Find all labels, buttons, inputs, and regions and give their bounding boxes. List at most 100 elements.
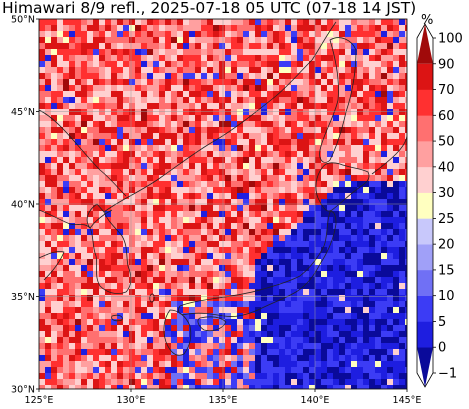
- lat-tick-label: 50°N: [11, 15, 35, 26]
- reflectance-cell: [219, 169, 226, 176]
- reflectance-cell: [303, 199, 310, 206]
- reflectance-cell: [273, 241, 280, 248]
- reflectance-cell: [393, 145, 400, 152]
- reflectance-cell: [291, 325, 298, 332]
- reflectance-cell: [225, 163, 232, 170]
- reflectance-cell: [393, 67, 400, 74]
- reflectance-cell: [165, 259, 172, 266]
- reflectance-cell: [375, 133, 382, 140]
- reflectance-cell: [177, 307, 184, 314]
- reflectance-cell: [45, 217, 52, 224]
- reflectance-cell: [201, 241, 208, 248]
- reflectance-cell: [285, 331, 292, 338]
- reflectance-cell: [195, 139, 202, 146]
- reflectance-cell: [381, 379, 388, 386]
- reflectance-cell: [117, 277, 124, 284]
- reflectance-cell: [315, 61, 322, 68]
- reflectance-cell: [99, 247, 106, 254]
- reflectance-cell: [267, 385, 274, 389]
- reflectance-cell: [327, 331, 334, 338]
- reflectance-cell: [333, 139, 340, 146]
- reflectance-cell: [165, 115, 172, 122]
- reflectance-cell: [255, 319, 262, 326]
- reflectance-cell: [387, 205, 394, 212]
- reflectance-cell: [63, 349, 70, 356]
- reflectance-cell: [147, 31, 154, 38]
- reflectance-cell: [237, 373, 244, 380]
- reflectance-cell: [183, 193, 190, 200]
- reflectance-cell: [285, 193, 292, 200]
- reflectance-cell: [375, 325, 382, 332]
- reflectance-cell: [201, 301, 208, 308]
- reflectance-cell: [369, 355, 376, 362]
- reflectance-cell: [141, 259, 148, 266]
- reflectance-cell: [303, 325, 310, 332]
- reflectance-cell: [165, 301, 172, 308]
- reflectance-cell: [105, 79, 112, 86]
- reflectance-cell: [81, 217, 88, 224]
- reflectance-cell: [111, 259, 118, 266]
- reflectance-cell: [279, 367, 286, 374]
- reflectance-cell: [381, 361, 388, 368]
- reflectance-cell: [267, 361, 274, 368]
- reflectance-cell: [303, 301, 310, 308]
- reflectance-cell: [177, 223, 184, 230]
- reflectance-cell: [297, 139, 304, 146]
- reflectance-cell: [321, 103, 328, 110]
- reflectance-cell: [129, 337, 136, 344]
- reflectance-cell: [225, 241, 232, 248]
- reflectance-cell: [351, 205, 358, 212]
- reflectance-cell: [117, 85, 124, 92]
- reflectance-cell: [63, 373, 70, 380]
- reflectance-cell: [201, 55, 208, 62]
- reflectance-cell: [111, 187, 118, 194]
- reflectance-cell: [219, 145, 226, 152]
- reflectance-cell: [345, 217, 352, 224]
- reflectance-cell: [303, 151, 310, 158]
- reflectance-cell: [213, 229, 220, 236]
- reflectance-cell: [201, 175, 208, 182]
- reflectance-cell: [93, 247, 100, 254]
- reflectance-cell: [177, 67, 184, 74]
- reflectance-cell: [129, 79, 136, 86]
- reflectance-cell: [123, 295, 130, 302]
- reflectance-cell: [51, 367, 58, 374]
- reflectance-cell: [291, 187, 298, 194]
- reflectance-cell: [63, 223, 70, 230]
- reflectance-cell: [405, 133, 407, 140]
- reflectance-cell: [129, 229, 136, 236]
- reflectance-cell: [351, 247, 358, 254]
- reflectance-cell: [165, 283, 172, 290]
- reflectance-cell: [327, 373, 334, 380]
- reflectance-cell: [69, 25, 76, 32]
- reflectance-cell: [63, 31, 70, 38]
- reflectance-cell: [99, 49, 106, 56]
- reflectance-cell: [87, 49, 94, 56]
- reflectance-cell: [387, 373, 394, 380]
- reflectance-cell: [171, 379, 178, 386]
- reflectance-cell: [51, 61, 58, 68]
- reflectance-cell: [309, 145, 316, 152]
- reflectance-cell: [39, 19, 46, 26]
- reflectance-cell: [309, 19, 316, 26]
- reflectance-cell: [255, 367, 262, 374]
- reflectance-cell: [315, 361, 322, 368]
- reflectance-cell: [225, 85, 232, 92]
- reflectance-cell: [363, 91, 370, 98]
- reflectance-cell: [141, 241, 148, 248]
- axis-ticks: 125°E 130°E 135°E 140°E 145°E30°N35°N40°N45°…: [11, 15, 421, 407]
- reflectance-cell: [303, 385, 310, 389]
- reflectance-cell: [165, 37, 172, 44]
- reflectance-cell: [51, 307, 58, 314]
- reflectance-cell: [39, 301, 46, 308]
- reflectance-cell: [105, 283, 112, 290]
- reflectance-cell: [333, 337, 340, 344]
- reflectance-cell: [183, 31, 190, 38]
- reflectance-cell: [357, 223, 364, 230]
- reflectance-cell: [159, 319, 166, 326]
- reflectance-cell: [165, 325, 172, 332]
- reflectance-cell: [141, 205, 148, 212]
- reflectance-cell: [165, 271, 172, 278]
- reflectance-cell: [123, 325, 130, 332]
- reflectance-cell: [309, 37, 316, 44]
